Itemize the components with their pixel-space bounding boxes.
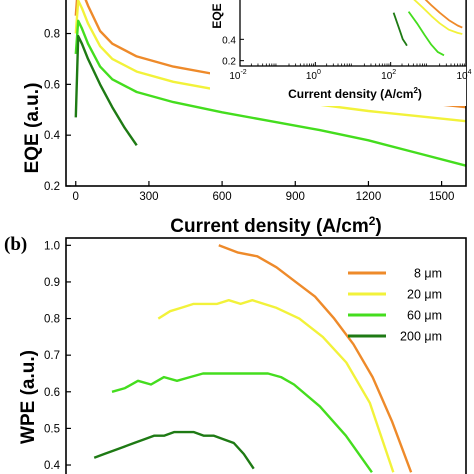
panel-b-label: (b)	[4, 234, 27, 255]
y-tick-label: 1.0	[44, 240, 60, 252]
y-tick-label: 0.8	[44, 29, 60, 41]
panel-a-x-axis-label: Current density (A/cm2)	[170, 214, 382, 237]
inset-y-axis-label: EQE	[210, 3, 224, 28]
x-tick-label: 0	[73, 191, 79, 203]
series-line	[74, 34, 138, 146]
inset-x-tick-label: 104	[456, 69, 471, 82]
series-line	[74, 0, 467, 123]
inset-y-tick-label: 0.2	[222, 57, 236, 68]
inset-y-tick-label: 0.4	[222, 35, 236, 46]
panel-b-wpe-plot: (b) 0.4 0.5 0.6 0.7 0.8 0.9 1.0 WPE (a.u.) 8 μ…	[4, 234, 467, 474]
panel-b-legend: 8 μm 20 μm 60 μm 200 μm	[348, 267, 442, 344]
series-line	[93, 430, 255, 470]
legend-label: 8 μm	[414, 267, 442, 281]
inset-series-line	[424, 0, 463, 29]
inset-x-tick-label: 102	[381, 69, 396, 82]
y-tick-label: 0.2	[44, 181, 60, 193]
y-tick-label: 0.7	[44, 350, 60, 362]
inset-series-line	[392, 12, 408, 47]
legend-label: 200 μm	[400, 330, 442, 344]
panel-a-inset-plot: 10-2 100 102 104 0.2 0.4 Current density (A/c…	[210, 0, 472, 106]
x-tick-label: 600	[213, 191, 232, 203]
inset-background	[210, 0, 466, 106]
panel-b-ticks: 0.4 0.5 0.6 0.7 0.8 0.9 1.0	[44, 240, 71, 472]
inset-x-tick-label: 10-2	[229, 69, 246, 82]
panel-a-y-axis-label: EQE (a.u.)	[22, 83, 43, 174]
inset-x-axis-label: Current density (A/cm2)	[288, 86, 422, 101]
inset-frame	[239, 0, 467, 67]
x-tick-label: 900	[286, 191, 305, 203]
inset-series-line	[413, 0, 463, 35]
x-tick-label: 300	[139, 191, 158, 203]
y-tick-label: 0.9	[44, 277, 60, 289]
legend-label: 20 μm	[407, 288, 442, 302]
inset-x-tick-label: 100	[306, 69, 321, 82]
y-tick-label: 0.4	[44, 460, 61, 472]
x-tick-label: 1500	[429, 191, 455, 203]
panel-b-y-axis-label: WPE (a.u.)	[18, 350, 39, 444]
series-line	[111, 372, 373, 473]
inset-series	[392, 0, 463, 57]
series-line	[157, 299, 395, 473]
y-tick-label: 0.6	[44, 387, 60, 399]
y-tick-label: 0.5	[44, 423, 60, 435]
y-tick-label: 0.6	[44, 79, 60, 91]
y-tick-label: 0.4	[44, 130, 61, 142]
series-line	[218, 244, 413, 473]
series-line	[74, 19, 467, 167]
legend-label: 60 μm	[407, 309, 442, 323]
y-tick-label: 0.8	[44, 314, 60, 326]
panel-b-frame	[65, 237, 467, 474]
panel-b-series	[93, 244, 413, 473]
x-tick-label: 1200	[356, 191, 382, 203]
inset-series-line	[407, 11, 445, 57]
